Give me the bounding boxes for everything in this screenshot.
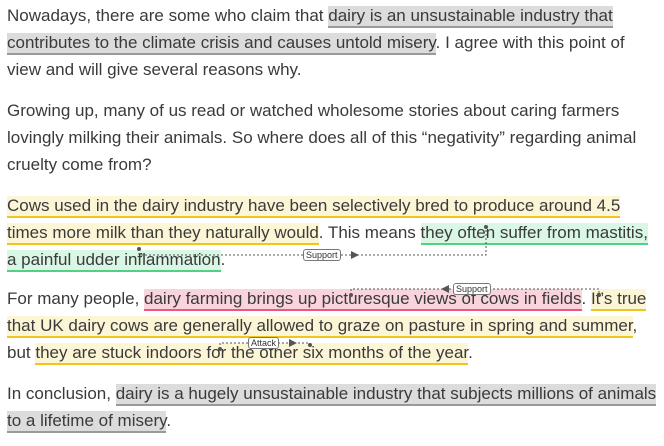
- intro-text: Nowadays, there are some who claim that: [7, 6, 329, 25]
- essay-text: Nowadays, there are some who claim that …: [7, 0, 657, 433]
- period: .: [468, 343, 473, 362]
- period: .: [220, 250, 226, 269]
- connector-text: . This means: [318, 223, 421, 242]
- relation-label-attack[interactable]: Attack: [248, 337, 280, 349]
- paragraph-body-1: Cows used in the dairy industry have bee…: [7, 192, 657, 273]
- context-text: Growing up, many of us read or watched w…: [7, 101, 637, 174]
- paragraph-context: Growing up, many of us read or watched w…: [7, 97, 657, 178]
- relation-label-support[interactable]: Support: [453, 283, 491, 295]
- connector-text: , but: [7, 316, 638, 362]
- premise-stuck-indoors[interactable]: they are stuck indoors for the other six…: [35, 343, 469, 365]
- body2-text: For many people,: [7, 289, 145, 308]
- intro-text-end: . I agree with this point of view and wi…: [7, 33, 625, 79]
- paragraph-conclusion: In conclusion, dairy is a hugely unsusta…: [7, 380, 657, 434]
- paragraph-intro: Nowadays, there are some who claim that …: [7, 2, 657, 83]
- relation-label-support[interactable]: Support: [303, 249, 341, 261]
- paragraph-body-2: For many people, dairy farming brings up…: [7, 285, 657, 366]
- conclusion-text: In conclusion,: [7, 384, 116, 403]
- claim-picturesque-views[interactable]: dairy farming brings up picturesque view…: [144, 289, 582, 311]
- period: .: [166, 411, 172, 430]
- connector-text: .: [581, 289, 591, 308]
